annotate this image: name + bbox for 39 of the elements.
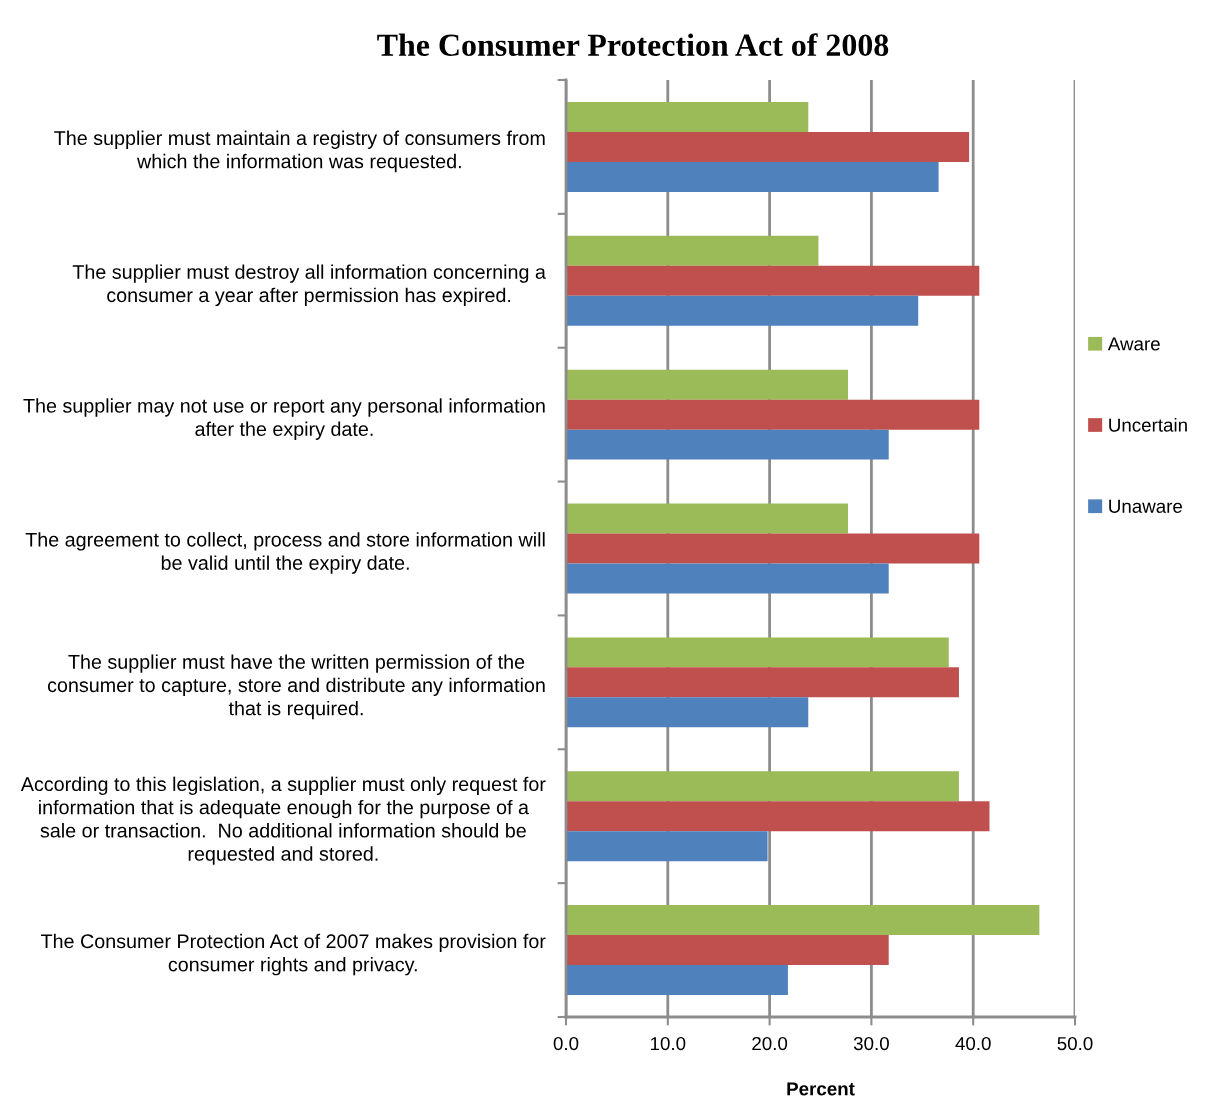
bar (566, 265, 980, 296)
y-tick-label: The supplier may not use or report any personal information after the expiry date. (23, 398, 545, 440)
bar (566, 905, 1040, 936)
bar (566, 637, 949, 668)
bar (566, 399, 980, 430)
bar (566, 533, 980, 564)
bar (566, 295, 919, 326)
bar (566, 801, 990, 832)
x-tick-label: 10.0 (650, 1036, 686, 1051)
bar (566, 503, 848, 534)
legend-label: Uncertain (1109, 417, 1187, 432)
y-tick-label: The supplier must destroy all information concerning a consumer a year after permission has expired. (72, 264, 546, 307)
y-tick-label: The agreement to collect, process and store information will be valid until the expiry date. (25, 532, 545, 574)
y-tick-label: According to this legislation, a supplier must only request for information that is adequate enough for the purpose of a sale or transaction. No additional information should be requested and stored. (20, 776, 546, 865)
bar (566, 771, 959, 802)
bar (566, 235, 819, 266)
legend-label: Unaware (1109, 499, 1183, 513)
x-tick-label: 0.0 (553, 1036, 579, 1051)
y-tick-label: The supplier must have the written permission of the consumer to capture, store and distribute any information that is required. (47, 654, 545, 720)
bar (566, 965, 788, 996)
bar (566, 369, 848, 400)
x-tick-label: 50.0 (1057, 1036, 1093, 1051)
bar (566, 667, 959, 698)
bar (566, 563, 889, 594)
chart-title: The Consumer Protection Act of 2008 (377, 33, 889, 57)
y-tick-label: The supplier must maintain a registry of consumers from which the information was requested. (54, 130, 545, 173)
x-tick-label: 20.0 (752, 1036, 788, 1051)
x-tick-label: 30.0 (853, 1036, 889, 1051)
legend-label: Aware (1107, 337, 1160, 351)
bar (566, 697, 809, 728)
x-axis-title: Percent (787, 1082, 855, 1096)
bar (566, 831, 768, 862)
bar (566, 131, 970, 162)
y-tick-label: The Consumer Protection Act of 2007 makes provision for consumer rights and privacy. (40, 933, 546, 976)
bar (566, 935, 889, 966)
bar (566, 101, 809, 132)
bar (566, 429, 889, 460)
x-tick-label: 40.0 (955, 1036, 991, 1051)
bar (566, 161, 939, 192)
